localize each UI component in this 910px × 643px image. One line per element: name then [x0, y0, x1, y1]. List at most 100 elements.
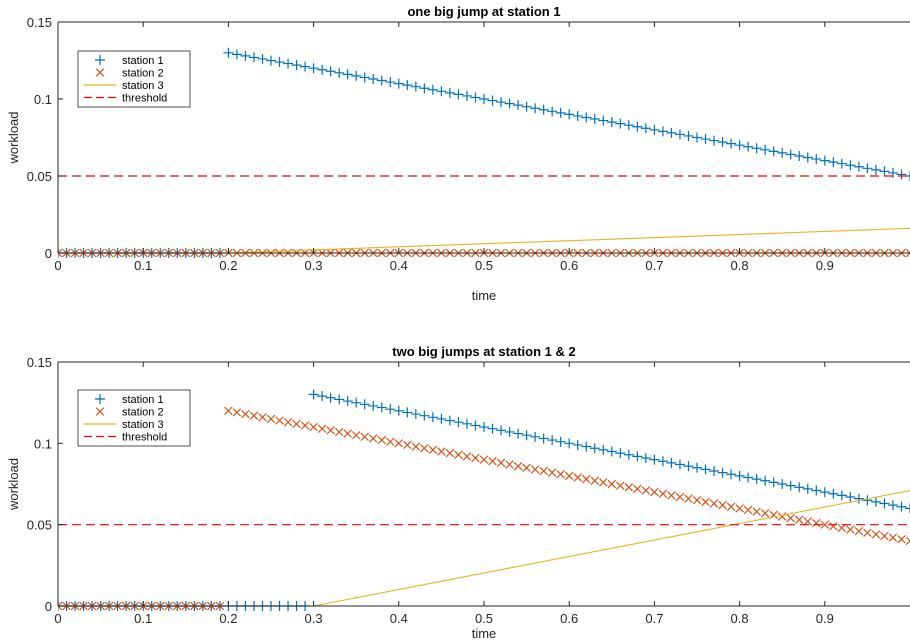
series-station-2-point — [624, 483, 634, 492]
series-station-1-point — [461, 90, 472, 101]
series-station-1-point — [794, 150, 805, 161]
series-station-2-point — [300, 421, 310, 430]
series-station-2-point — [905, 536, 910, 546]
series-station-2-point — [258, 413, 267, 422]
series-station-2-point — [326, 426, 335, 435]
series-station-2-point — [692, 496, 702, 505]
chart-title: one big jump at station 1 — [407, 4, 560, 19]
y-tick-label: 0.1 — [34, 436, 52, 451]
series-station-1-point — [248, 52, 259, 63]
x-tick-label: 0.7 — [645, 611, 663, 626]
series-station-2-point — [590, 476, 599, 485]
series-station-1-point — [598, 115, 609, 126]
series-station-1-point — [709, 135, 720, 146]
x-tick-label: 0.9 — [816, 611, 834, 626]
series-station-2-point — [513, 461, 523, 471]
series-station-2-point — [854, 526, 864, 536]
series-station-1-point — [768, 146, 779, 157]
series-station-1-point — [692, 462, 702, 473]
series-station-2-point — [351, 430, 361, 440]
series-station-2-point — [846, 525, 855, 534]
series-station-1-point — [606, 446, 617, 457]
series-station-1-point — [257, 53, 268, 64]
series-station-2-point — [530, 465, 540, 474]
series-station-1-point — [368, 400, 379, 411]
series-station-1-point — [862, 163, 873, 174]
series-station-1-point — [845, 492, 856, 503]
series-station-1-point — [853, 161, 864, 172]
series-station-2-point — [58, 601, 63, 611]
series-station-2-point — [812, 518, 821, 528]
series-station-2-point — [58, 248, 63, 258]
series-station-1-point — [385, 77, 396, 88]
series-station-1-point — [564, 438, 575, 449]
series-station-1-point — [342, 69, 353, 80]
legend-label-station-3: station 3 — [122, 80, 164, 92]
series-station-1-point — [879, 498, 890, 509]
legend-label-threshold: threshold — [122, 93, 167, 105]
y-tick-label: 0.1 — [34, 92, 52, 107]
series-station-1-point — [717, 137, 728, 148]
series-station-2-point — [880, 531, 889, 541]
series-station-1-point — [623, 120, 634, 131]
series-station-1-point — [828, 157, 839, 168]
series-station-1-point — [461, 418, 472, 429]
legend-swatch-station-2 — [95, 68, 105, 77]
series-station-1-point — [410, 81, 421, 92]
series-station-1-point — [666, 457, 677, 468]
series-station-1-point — [359, 399, 370, 410]
series-station-1-point — [496, 425, 507, 436]
series-station-2-point — [394, 439, 404, 448]
series-station-1-point — [402, 80, 413, 91]
series-station-1-point — [291, 60, 302, 71]
series-station-1-point — [734, 140, 745, 151]
series-station-1-point — [521, 101, 532, 112]
series-station-1-point — [674, 129, 685, 140]
series-station-1-point — [376, 402, 387, 413]
series-station-1-point — [836, 158, 847, 169]
series-station-2-point — [829, 522, 838, 531]
series-station-1-point — [223, 47, 234, 58]
plot-area — [58, 362, 910, 606]
y-tick-label: 0 — [45, 246, 52, 261]
series-station-1-point — [410, 409, 421, 420]
series-station-1-point — [453, 417, 464, 428]
series-station-1-point — [726, 469, 737, 480]
series-station-1-point — [717, 467, 728, 478]
y-tick-label: 0.05 — [27, 169, 52, 184]
x-axis-label: time — [472, 626, 497, 641]
series-station-1-point — [513, 428, 524, 439]
series-station-2-point — [377, 435, 386, 445]
series-station-1-point — [862, 495, 873, 506]
series-station-2-point — [556, 470, 565, 479]
plot-area — [58, 22, 910, 253]
x-tick-label: 0.5 — [475, 258, 493, 273]
legend-label-threshold: threshold — [122, 432, 167, 444]
x-tick-label: 0.4 — [390, 258, 408, 273]
series-station-2-point — [607, 479, 617, 489]
series-station-1-point — [538, 433, 549, 444]
series-station-2-point — [428, 445, 438, 455]
series-station-2-point — [283, 417, 293, 427]
series-station-1-point — [504, 426, 515, 437]
series-station-1-point — [632, 451, 643, 462]
series-station-1-point — [589, 114, 600, 125]
legend-label-station-2: station 2 — [122, 407, 164, 419]
legend-label-station-1: station 1 — [122, 55, 164, 67]
series-station-2-point — [777, 512, 787, 521]
x-tick-label: 0.2 — [219, 258, 237, 273]
series-station-1-point — [879, 166, 890, 177]
series-station-2-point — [667, 491, 676, 500]
series-station-2-point — [369, 434, 378, 443]
x-tick-label: 0.1 — [134, 258, 152, 273]
series-station-2-point — [496, 458, 506, 468]
series-station-1-point — [853, 493, 864, 504]
series-station-2-point — [309, 422, 318, 432]
series-station-1-point — [308, 389, 319, 400]
series-station-1-point — [547, 106, 558, 117]
series-station-1-point — [794, 482, 805, 493]
x-tick-label: 0.6 — [560, 258, 578, 273]
series-station-2-point — [360, 432, 369, 442]
